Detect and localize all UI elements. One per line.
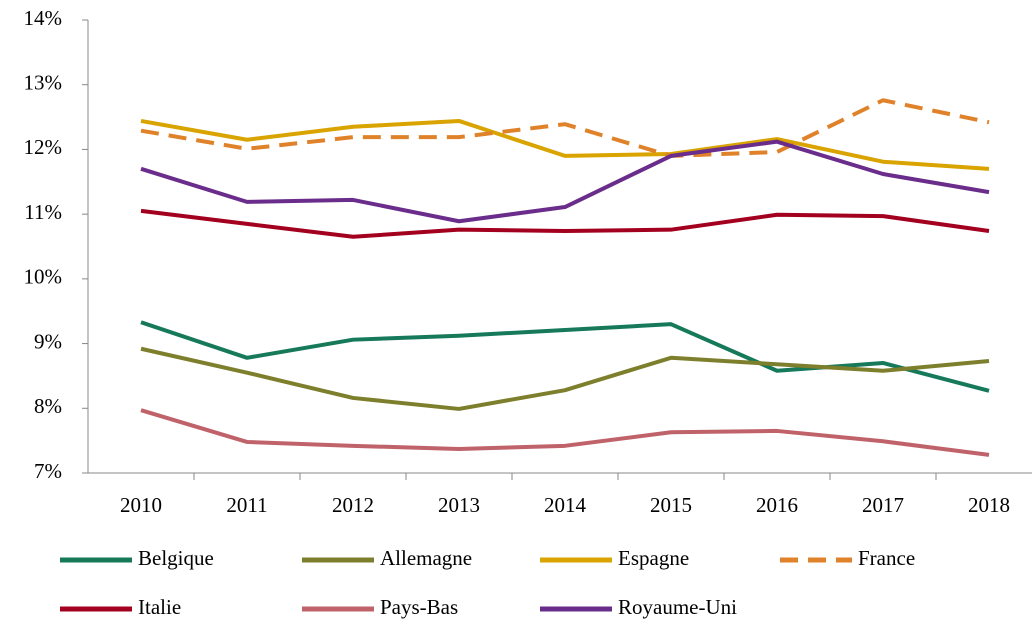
series-line [140, 320, 990, 393]
y-tick-label: 13% [24, 71, 63, 95]
legend-label: Pays-Bas [380, 595, 458, 619]
legend-label: Royaume-Uni [618, 595, 737, 619]
y-tick-label: 10% [24, 265, 63, 289]
x-tick-label: 2018 [968, 493, 1010, 517]
legend-label: France [858, 546, 915, 570]
x-tick-label: 2014 [544, 493, 587, 517]
x-tick-label: 2015 [650, 493, 692, 517]
legend-label: Belgique [138, 546, 214, 570]
y-tick-label: 14% [24, 6, 63, 30]
x-tick-label: 2013 [438, 493, 480, 517]
x-tick-label: 2010 [120, 493, 162, 517]
x-tick-label: 2016 [756, 493, 798, 517]
y-tick-label: 8% [34, 394, 62, 418]
series-line [140, 98, 990, 158]
x-tick-label: 2011 [226, 493, 267, 517]
y-tick-label: 12% [24, 135, 63, 159]
series-line [140, 408, 990, 457]
y-tick-label: 11% [24, 200, 62, 224]
x-tick-label: 2017 [862, 493, 904, 517]
legend-label: Allemagne [380, 546, 472, 570]
y-tick-label: 9% [34, 329, 62, 353]
legend-label: Espagne [618, 546, 689, 570]
series-line [140, 208, 990, 239]
series-line [140, 346, 990, 411]
legend-label: Italie [138, 595, 181, 619]
series-line [140, 139, 990, 224]
x-tick-label: 2012 [332, 493, 374, 517]
series-line [140, 118, 990, 171]
y-tick-label: 7% [34, 459, 62, 483]
